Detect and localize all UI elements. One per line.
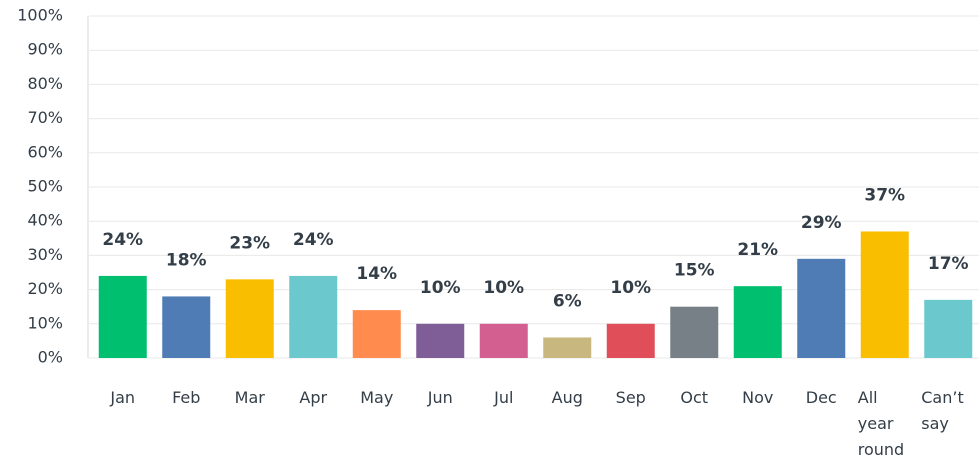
x-label-box: May (360, 388, 394, 407)
value-label: 24% (293, 230, 334, 250)
x-label-box: Mar (234, 388, 265, 407)
x-tick-label: May (360, 388, 394, 407)
x-label-box: Jan (110, 388, 136, 407)
y-tick-label: 50% (27, 177, 63, 196)
bar (797, 258, 846, 358)
x-label-box: Oct (680, 388, 709, 407)
value-label: 18% (166, 250, 207, 270)
x-tick-label: Oct (680, 388, 709, 407)
x-tick-label: Apr (299, 388, 328, 407)
y-tick-label: 10% (27, 313, 63, 332)
x-label-box: All year round (857, 388, 905, 459)
x-tick-label: Mar (234, 388, 265, 407)
value-label: 10% (610, 278, 651, 298)
x-tick-label: Jun (427, 388, 453, 407)
bar (860, 231, 909, 358)
value-label: 15% (674, 261, 715, 281)
x-tick-label: Feb (172, 388, 201, 407)
bar (352, 310, 401, 358)
bar (479, 323, 528, 358)
value-label: 14% (356, 264, 397, 284)
y-tick-label: 80% (27, 74, 63, 93)
value-label: 29% (801, 213, 842, 233)
value-label: 24% (102, 230, 143, 250)
x-label-box: Apr (299, 388, 328, 407)
x-tick-label: Jan (110, 388, 136, 407)
x-tick-label: Jul (494, 388, 514, 407)
value-label: 37% (864, 185, 905, 205)
y-tick-label: 20% (27, 279, 63, 298)
x-label-box: Feb (172, 388, 201, 407)
x-tick-label: Dec (805, 388, 837, 407)
value-label: 23% (229, 233, 270, 253)
bar (162, 296, 211, 358)
y-tick-label: 70% (27, 108, 63, 127)
x-label-box: Nov (742, 388, 774, 407)
y-tick-label: 0% (38, 348, 63, 367)
y-tick-label: 90% (27, 40, 63, 59)
value-label: 10% (420, 278, 461, 298)
y-tick-label: 40% (27, 211, 63, 230)
x-tick-label: Aug (551, 388, 583, 407)
x-label-box: Aug (551, 388, 583, 407)
value-label: 17% (928, 254, 969, 274)
x-label-box: Sep (615, 388, 646, 407)
bar (606, 323, 655, 358)
value-label: 21% (737, 240, 778, 260)
bar (670, 306, 719, 358)
bar (289, 275, 338, 358)
x-label-box: Dec (805, 388, 837, 407)
x-tick-label: All year round (857, 388, 905, 459)
value-label: 10% (483, 278, 524, 298)
x-label-box: Jun (427, 388, 453, 407)
y-tick-label: 60% (27, 142, 63, 161)
x-tick-label: Nov (742, 388, 774, 407)
bar (225, 279, 274, 358)
bar (924, 299, 973, 358)
bar (416, 323, 465, 358)
x-tick-label: Can’t say (921, 388, 964, 433)
x-label-box: Jul (494, 388, 514, 407)
bar (733, 286, 782, 358)
y-tick-label: 100% (17, 6, 63, 25)
bar (98, 275, 147, 358)
y-tick-label: 30% (27, 245, 63, 264)
x-label-box: Can’t say (921, 388, 964, 433)
bar (543, 337, 592, 358)
x-tick-label: Sep (615, 388, 646, 407)
value-label: 6% (553, 291, 582, 311)
